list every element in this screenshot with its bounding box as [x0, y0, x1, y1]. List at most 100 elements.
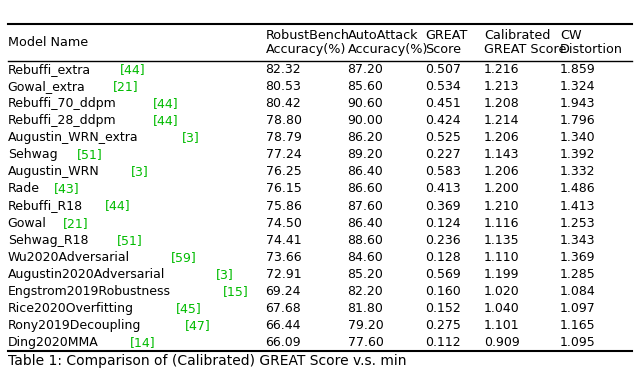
Text: Ding2020MMA: Ding2020MMA: [8, 336, 99, 349]
Text: 1.199: 1.199: [484, 268, 519, 281]
Text: 76.25: 76.25: [266, 165, 301, 179]
Text: 1.285: 1.285: [560, 268, 596, 281]
Text: Engstrom2019Robustness: Engstrom2019Robustness: [8, 285, 171, 298]
Text: 1.110: 1.110: [484, 251, 520, 264]
Text: 1.101: 1.101: [484, 319, 520, 332]
Text: 1.324: 1.324: [560, 80, 595, 93]
Text: 86.40: 86.40: [348, 216, 383, 230]
Text: 0.236: 0.236: [426, 233, 461, 247]
Text: 1.135: 1.135: [484, 233, 520, 247]
Text: RobustBench: RobustBench: [266, 29, 349, 42]
Text: 0.112: 0.112: [426, 336, 461, 349]
Text: [43]: [43]: [54, 182, 80, 196]
Text: 87.60: 87.60: [348, 199, 383, 213]
Text: [44]: [44]: [104, 199, 131, 213]
Text: 1.392: 1.392: [560, 148, 595, 161]
Text: 0.124: 0.124: [426, 216, 461, 230]
Text: 73.66: 73.66: [266, 251, 301, 264]
Text: 66.09: 66.09: [266, 336, 301, 349]
Text: 1.343: 1.343: [560, 233, 595, 247]
Text: 78.80: 78.80: [266, 114, 301, 127]
Text: Sehwag: Sehwag: [8, 148, 58, 161]
Text: 0.275: 0.275: [426, 319, 461, 332]
Text: 1.200: 1.200: [484, 182, 520, 196]
Text: 0.413: 0.413: [426, 182, 461, 196]
Text: 90.60: 90.60: [348, 97, 383, 110]
Text: Calibrated: Calibrated: [484, 29, 550, 42]
Text: 75.86: 75.86: [266, 199, 301, 213]
Text: 74.41: 74.41: [266, 233, 301, 247]
Text: [21]: [21]: [63, 216, 88, 230]
Text: 1.486: 1.486: [560, 182, 596, 196]
Text: 1.413: 1.413: [560, 199, 595, 213]
Text: 72.91: 72.91: [266, 268, 301, 281]
Text: 85.60: 85.60: [348, 80, 383, 93]
Text: 0.451: 0.451: [426, 97, 461, 110]
Text: 0.507: 0.507: [426, 63, 461, 76]
Text: 89.20: 89.20: [348, 148, 383, 161]
Text: 1.116: 1.116: [484, 216, 519, 230]
Text: 77.60: 77.60: [348, 336, 383, 349]
Text: 84.60: 84.60: [348, 251, 383, 264]
Text: [14]: [14]: [130, 336, 156, 349]
Text: 86.60: 86.60: [348, 182, 383, 196]
Text: 1.206: 1.206: [484, 165, 520, 179]
Text: 1.943: 1.943: [560, 97, 595, 110]
Text: 78.79: 78.79: [266, 131, 301, 144]
Text: 1.213: 1.213: [484, 80, 519, 93]
Text: 1.208: 1.208: [484, 97, 520, 110]
Text: [44]: [44]: [153, 97, 179, 110]
Text: [3]: [3]: [181, 131, 199, 144]
Text: 1.020: 1.020: [484, 285, 520, 298]
Text: Sehwag_R18: Sehwag_R18: [8, 233, 88, 247]
Text: Augustin_WRN_extra: Augustin_WRN_extra: [8, 131, 138, 144]
Text: Table 1: Comparison of (Calibrated) GREAT Score v.s. min: Table 1: Comparison of (Calibrated) GREA…: [8, 354, 406, 368]
Text: [59]: [59]: [170, 251, 196, 264]
Text: 66.44: 66.44: [266, 319, 301, 332]
Text: Rebuffi_28_ddpm: Rebuffi_28_ddpm: [8, 114, 116, 127]
Text: 1.340: 1.340: [560, 131, 596, 144]
Text: [15]: [15]: [223, 285, 249, 298]
Text: 77.24: 77.24: [266, 148, 301, 161]
Text: 0.569: 0.569: [426, 268, 461, 281]
Text: 87.20: 87.20: [348, 63, 383, 76]
Text: 82.20: 82.20: [348, 285, 383, 298]
Text: Rebuffi_extra: Rebuffi_extra: [8, 63, 91, 76]
Text: [47]: [47]: [185, 319, 211, 332]
Text: Score: Score: [426, 43, 461, 56]
Text: CW: CW: [560, 29, 582, 42]
Text: Gowal_extra: Gowal_extra: [8, 80, 85, 93]
Text: 79.20: 79.20: [348, 319, 383, 332]
Text: Augustin2020Adversarial: Augustin2020Adversarial: [8, 268, 165, 281]
Text: Rice2020Overfitting: Rice2020Overfitting: [8, 302, 134, 315]
Text: 1.143: 1.143: [484, 148, 519, 161]
Text: 82.32: 82.32: [266, 63, 301, 76]
Text: Rebuffi_70_ddpm: Rebuffi_70_ddpm: [8, 97, 116, 110]
Text: 1.084: 1.084: [560, 285, 596, 298]
Text: 90.00: 90.00: [348, 114, 383, 127]
Text: 85.20: 85.20: [348, 268, 383, 281]
Text: 80.42: 80.42: [266, 97, 301, 110]
Text: 1.095: 1.095: [560, 336, 596, 349]
Text: 69.24: 69.24: [266, 285, 301, 298]
Text: Rebuffi_R18: Rebuffi_R18: [8, 199, 83, 213]
Text: 74.50: 74.50: [266, 216, 301, 230]
Text: Gowal: Gowal: [8, 216, 47, 230]
Text: 1.332: 1.332: [560, 165, 595, 179]
Text: 86.40: 86.40: [348, 165, 383, 179]
Text: 1.210: 1.210: [484, 199, 520, 213]
Text: 1.796: 1.796: [560, 114, 596, 127]
Text: GREAT Score: GREAT Score: [484, 43, 566, 56]
Text: GREAT: GREAT: [426, 29, 468, 42]
Text: 1.859: 1.859: [560, 63, 596, 76]
Text: 1.253: 1.253: [560, 216, 596, 230]
Text: 88.60: 88.60: [348, 233, 383, 247]
Text: 0.227: 0.227: [426, 148, 461, 161]
Text: [21]: [21]: [113, 80, 139, 93]
Text: 0.160: 0.160: [426, 285, 461, 298]
Text: Augustin_WRN: Augustin_WRN: [8, 165, 99, 179]
Text: [44]: [44]: [120, 63, 146, 76]
Text: 1.369: 1.369: [560, 251, 595, 264]
Text: 67.68: 67.68: [266, 302, 301, 315]
Text: Rony2019Decoupling: Rony2019Decoupling: [8, 319, 141, 332]
